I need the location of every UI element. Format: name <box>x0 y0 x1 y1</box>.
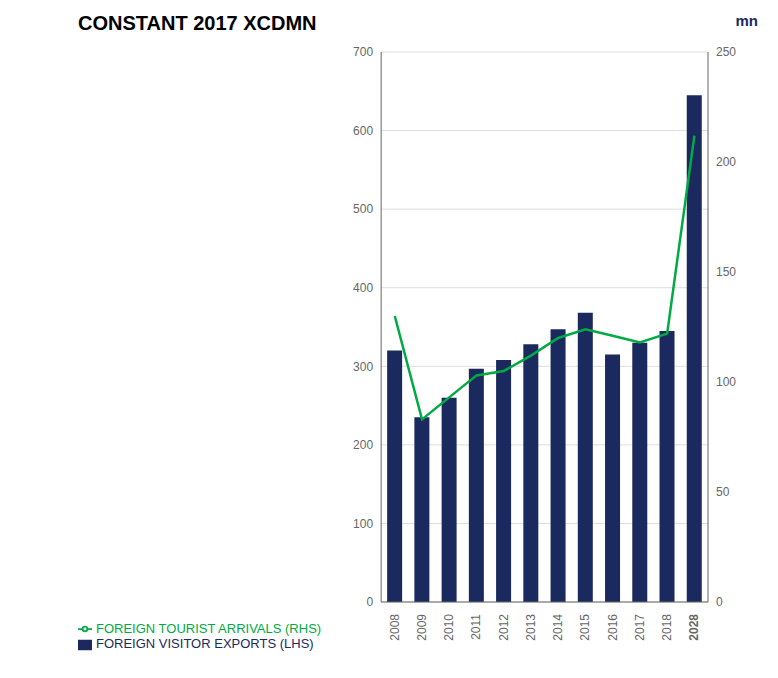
svg-text:2018: 2018 <box>660 614 674 641</box>
svg-text:400: 400 <box>353 281 373 295</box>
svg-text:700: 700 <box>353 45 373 59</box>
svg-text:0: 0 <box>366 595 373 609</box>
svg-text:2016: 2016 <box>606 614 620 641</box>
svg-text:2008: 2008 <box>388 614 402 641</box>
html-text:FOREIGN TOURIST ARRIVALS (RHS): FOREIGN TOURIST ARRIVALS (RHS) <box>96 620 322 636</box>
svg-text:300: 300 <box>353 360 373 374</box>
svg-text:2009: 2009 <box>415 614 429 641</box>
svg-text:2015: 2015 <box>578 614 592 641</box>
svg-text:150: 150 <box>716 265 736 279</box>
html-text:mn: mn <box>735 12 758 29</box>
svg-text:100: 100 <box>716 375 736 389</box>
svg-text:600: 600 <box>353 124 373 138</box>
svg-text:200: 200 <box>716 155 736 169</box>
svg-text:250: 250 <box>716 45 736 59</box>
svg-text:2017: 2017 <box>633 614 647 641</box>
svg-text:2011: 2011 <box>469 614 483 640</box>
html-text:CONSTANT 2017 XCDMN: CONSTANT 2017 XCDMN <box>78 12 317 34</box>
svg-text:2013: 2013 <box>524 614 538 641</box>
svg-text:2010: 2010 <box>442 614 456 641</box>
html-text:FOREIGN VISITOR EXPORTS (LHS): FOREIGN VISITOR EXPORTS (LHS) <box>96 636 314 652</box>
svg-text:100: 100 <box>353 517 373 531</box>
svg-text:2014: 2014 <box>551 614 565 641</box>
svg-text:2012: 2012 <box>497 614 511 641</box>
svg-text:200: 200 <box>353 438 373 452</box>
svg-text:500: 500 <box>353 202 373 216</box>
svg-text:0: 0 <box>716 595 723 609</box>
svg-text:2028: 2028 <box>687 614 701 641</box>
svg-text:50: 50 <box>716 485 730 499</box>
